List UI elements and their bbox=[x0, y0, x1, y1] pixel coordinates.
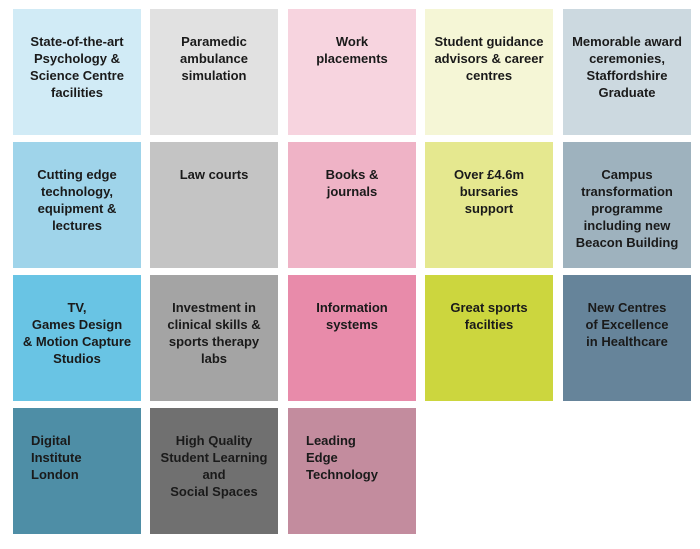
tile-learning-social-spaces[interactable]: High Quality Student Learning and Social… bbox=[150, 408, 278, 534]
tile-leading-edge-technology[interactable]: Leading Edge Technology bbox=[288, 408, 416, 534]
tile-clinical-skills-labs[interactable]: Investment in clinical skills & sports t… bbox=[150, 275, 278, 401]
tile-cutting-edge-technology[interactable]: Cutting edge technology, equipment & lec… bbox=[13, 142, 141, 268]
tile-books-journals[interactable]: Books & journals bbox=[288, 142, 416, 268]
tile-information-systems[interactable]: Information systems bbox=[288, 275, 416, 401]
tile-law-courts[interactable]: Law courts bbox=[150, 142, 278, 268]
tile-centres-of-excellence[interactable]: New Centres of Excellence in Healthcare bbox=[563, 275, 691, 401]
tile-bursaries-support[interactable]: Over £4.6m bursaries support bbox=[425, 142, 553, 268]
tile-tv-games-motion-capture[interactable]: TV, Games Design & Motion Capture Studio… bbox=[13, 275, 141, 401]
tile-award-ceremonies[interactable]: Memorable award ceremonies, Staffordshir… bbox=[563, 9, 691, 135]
tile-digital-institute-london[interactable]: Digital Institute London bbox=[13, 408, 141, 534]
tile-student-guidance[interactable]: Student guidance advisors & career centr… bbox=[425, 9, 553, 135]
tile-campus-transformation[interactable]: Campus transformation programme includin… bbox=[563, 142, 691, 268]
tile-psychology-science-centre[interactable]: State-of-the-art Psychology & Science Ce… bbox=[13, 9, 141, 135]
tile-work-placements[interactable]: Work placements bbox=[288, 9, 416, 135]
tile-sports-facilities[interactable]: Great sports facilties bbox=[425, 275, 553, 401]
tile-paramedic-ambulance-simulation[interactable]: Paramedic ambulance simulation bbox=[150, 9, 278, 135]
